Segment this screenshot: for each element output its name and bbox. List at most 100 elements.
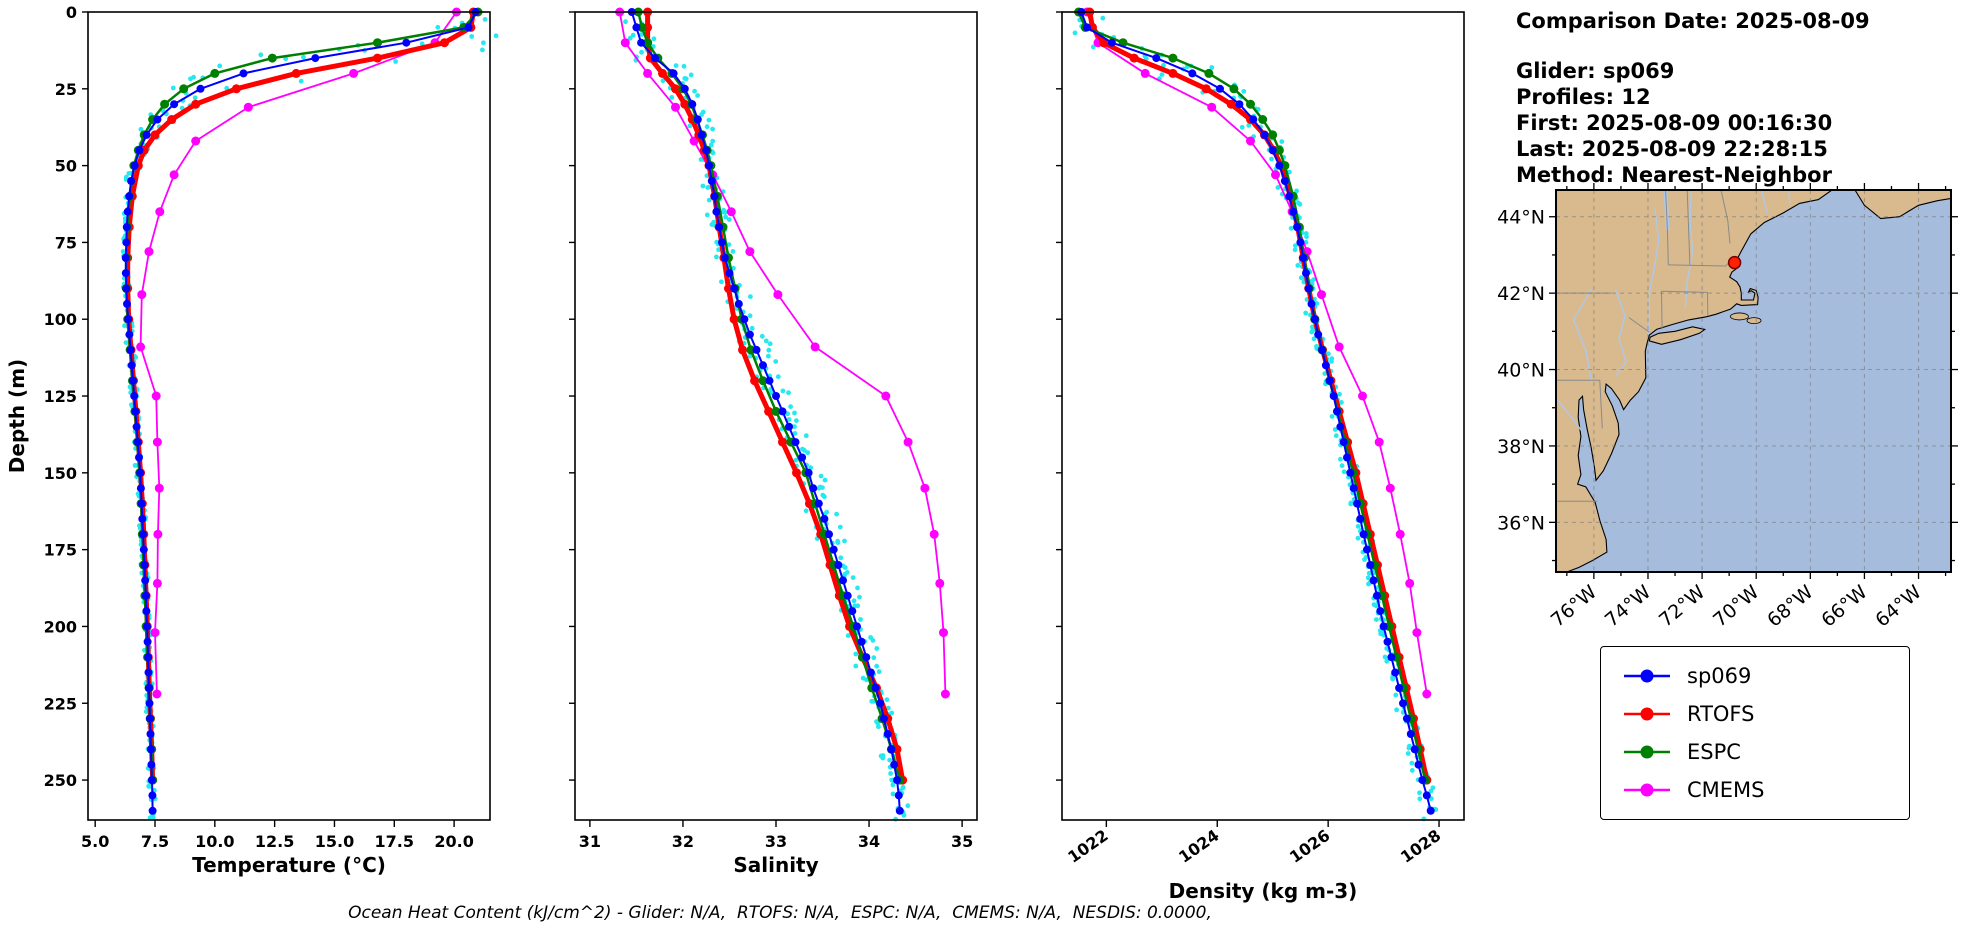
ytick-label: 50 xyxy=(55,157,77,176)
ytick-label: 100 xyxy=(44,310,77,329)
legend: sp069 RTOFS ESPC CMEMS xyxy=(1600,646,1910,820)
legend-marker-sp069 xyxy=(1624,669,1670,683)
map-lat-label: 36°N xyxy=(1497,512,1545,534)
xtick-label: 12.5 xyxy=(255,832,294,851)
xtick-label: 32 xyxy=(672,832,694,851)
xtick-label: 5.0 xyxy=(81,832,109,851)
river xyxy=(1647,209,1660,336)
river xyxy=(1684,190,1694,309)
series-rtofs-density xyxy=(1085,7,1432,785)
legend-label: ESPC xyxy=(1687,740,1741,764)
legend-item-espc: ESPC xyxy=(1601,733,1909,771)
map-lon-label: 68°W xyxy=(1763,581,1817,632)
xtick-label: 1026 xyxy=(1286,826,1333,867)
legend-marker-cmems xyxy=(1624,783,1670,797)
ytick-label: 0 xyxy=(66,3,77,22)
map-content xyxy=(1556,190,1951,572)
ytick-label: 225 xyxy=(44,694,77,713)
legend-item-rtofs: RTOFS xyxy=(1601,695,1909,733)
series-espc-temperature xyxy=(121,7,483,785)
xtick-label: 17.5 xyxy=(375,832,414,851)
series-cmems-salinity xyxy=(615,7,950,699)
map-lat-label: 42°N xyxy=(1497,283,1545,305)
map-lon-label: 66°W xyxy=(1817,581,1871,632)
state-border xyxy=(1661,291,1663,330)
info-block: Comparison Date: 2025-08-09 Glider: sp06… xyxy=(1516,8,1870,188)
river xyxy=(1788,190,1791,204)
xlabel-temperature: Temperature (°C) xyxy=(192,853,386,877)
series-sp069-salinity xyxy=(627,8,904,815)
plot-frame-density xyxy=(1061,11,1465,821)
river xyxy=(1614,289,1628,376)
xtick-label: 35 xyxy=(951,832,973,851)
map-lat-label: 38°N xyxy=(1497,436,1545,458)
panel-temperature: 0 25 50 75 100 125 150 175 200 225 250 5.0 7.5 10.0 12… xyxy=(44,3,499,877)
state-border xyxy=(1628,317,1650,333)
xtick-label: 7.5 xyxy=(141,832,169,851)
island xyxy=(1746,317,1762,325)
state-border xyxy=(1599,380,1603,429)
panel-density: 1022 1024 1026 1028 Density (kg m-3) xyxy=(1056,7,1465,903)
map-lat-label: 40°N xyxy=(1497,360,1545,382)
ytick-label: 175 xyxy=(44,541,77,560)
graticule xyxy=(1556,190,1951,572)
ytick-label: 75 xyxy=(55,233,77,252)
xtick-label: 20.0 xyxy=(434,832,473,851)
info-glider: Glider: sp069 xyxy=(1516,59,1675,83)
series-rtofs-temperature xyxy=(123,7,478,785)
panel-salinity: 31 32 33 34 35 Salinity xyxy=(569,7,978,877)
land-mainland xyxy=(1556,190,1833,572)
ytick-label: 125 xyxy=(44,387,77,406)
xtick-label: 1024 xyxy=(1175,826,1222,867)
map-lon-label: 70°W xyxy=(1709,581,1763,632)
xlabel-salinity: Salinity xyxy=(733,853,818,877)
series-sp069-density xyxy=(1077,8,1435,815)
obs-scatter-salinity xyxy=(623,19,911,822)
ohc-caption: Ocean Heat Content (kJ/cm^2) - Glider: N… xyxy=(348,903,1212,923)
glider-location-marker xyxy=(1727,255,1742,270)
river xyxy=(1572,288,1593,384)
state-border xyxy=(1665,190,1669,265)
series-espc-salinity xyxy=(633,7,905,785)
profile-plots: 0 25 50 75 100 125 150 175 200 225 250 5.0 7.5 10.0 12… xyxy=(5,3,1465,903)
legend-label: CMEMS xyxy=(1687,778,1765,802)
plot-frame-salinity xyxy=(574,11,978,821)
plot-frame-temperature xyxy=(87,11,491,821)
map-frame xyxy=(1555,189,1952,573)
xtick-label: 10.0 xyxy=(195,832,234,851)
info-first: First: 2025-08-09 00:16:30 xyxy=(1516,111,1833,135)
map-lon-label: 76°W xyxy=(1547,581,1601,632)
legend-item-sp069: sp069 xyxy=(1601,657,1909,695)
xtick-label: 1022 xyxy=(1064,826,1111,867)
xtick-label: 34 xyxy=(858,832,880,851)
info-method: Method: Nearest-Neighbor xyxy=(1516,163,1832,187)
legend-label: sp069 xyxy=(1687,664,1752,688)
state-border xyxy=(1686,190,1691,266)
ytick-label: 25 xyxy=(55,80,77,99)
ytick-label: 150 xyxy=(44,464,77,483)
legend-marker-rtofs xyxy=(1624,707,1670,721)
map-lon-label: 64°W xyxy=(1871,581,1925,632)
xtick-label: 1028 xyxy=(1397,826,1444,867)
map-lat-label: 44°N xyxy=(1497,207,1545,229)
location-map: 44°N 42°N 40°N 38°N 36°N 76°W 74°W 72°W 70°W 68°W… xyxy=(1497,183,1958,632)
state-border xyxy=(1661,290,1708,293)
ytick-label: 200 xyxy=(44,617,77,636)
obs-scatter-density xyxy=(1072,15,1439,822)
series-sp069-temperature xyxy=(121,8,480,815)
info-profiles: Profiles: 12 xyxy=(1516,85,1651,109)
map-lon-label: 72°W xyxy=(1655,581,1709,632)
land-nova-scotia xyxy=(1854,190,1951,220)
legend-label: RTOFS xyxy=(1687,702,1755,726)
island xyxy=(1730,312,1749,321)
map-lon-label: 74°W xyxy=(1601,581,1655,632)
obs-scatter-temperature xyxy=(120,17,499,821)
depth-axis-label: Depth (m) xyxy=(5,359,29,473)
land-long-island xyxy=(1648,326,1707,345)
river xyxy=(1556,397,1583,432)
xlabel-density: Density (kg m-3) xyxy=(1169,879,1358,903)
comparison-date: Comparison Date: 2025-08-09 xyxy=(1516,9,1870,33)
info-last: Last: 2025-08-09 22:28:15 xyxy=(1516,137,1828,161)
legend-item-cmems: CMEMS xyxy=(1601,771,1909,809)
